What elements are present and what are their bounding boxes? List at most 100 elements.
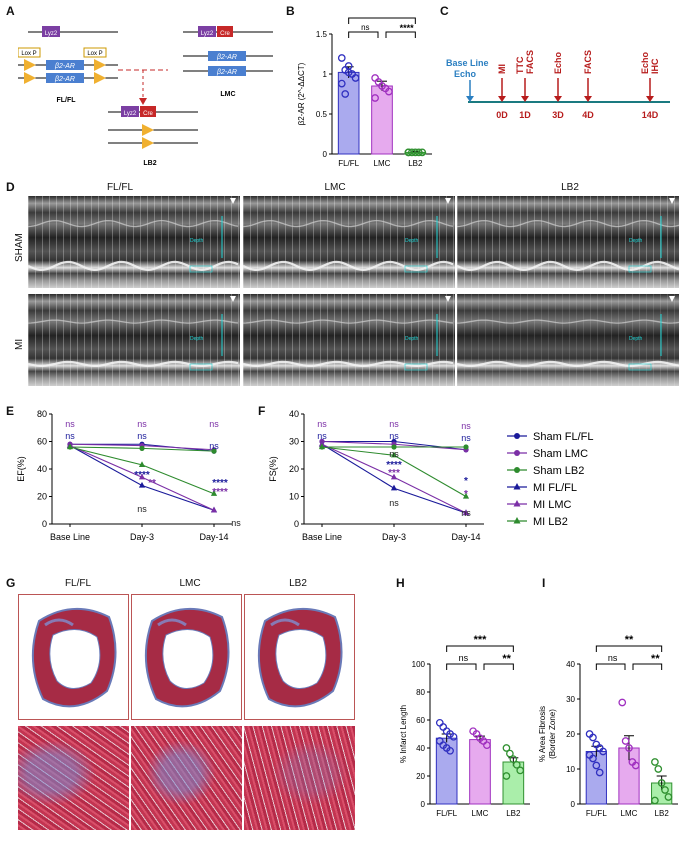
y-tick-label: 0: [571, 800, 576, 809]
sig-bracket-ns: [595, 663, 626, 670]
caliper-box: [404, 265, 428, 273]
data-point: [502, 772, 511, 780]
series-marker: [462, 509, 470, 516]
significance-label: ****: [212, 487, 228, 498]
y-axis-label: EF(%): [16, 456, 26, 482]
data-point: [664, 793, 673, 801]
sig-label-ns: ns: [608, 653, 618, 663]
y-tick-label: 20: [37, 492, 47, 502]
legend-label: MI LMC: [533, 499, 572, 511]
y-tick-label: 0: [294, 519, 299, 529]
echo-trace: Depth: [243, 296, 454, 371]
y-tick-label: 40: [416, 744, 425, 753]
loxp-label-left: Lox P: [21, 51, 36, 57]
data-point: [654, 765, 663, 773]
sig-label-right: **: [502, 653, 511, 665]
arrow-head-icon: [646, 96, 654, 102]
event-label-line: IHC: [650, 58, 660, 74]
ventricle-lumen: [275, 629, 327, 689]
cre-label: Cre: [220, 31, 230, 37]
lb2-allele: Lyz2 Cre LB2: [108, 106, 198, 167]
sig-label-right: ****: [400, 23, 415, 33]
septum-trace: [28, 219, 239, 228]
x-tick-label: LMC: [374, 159, 391, 168]
significance-label: ***: [388, 468, 400, 479]
echo-trace: Depth: [243, 198, 454, 273]
lmc-caption: LMC: [220, 91, 235, 98]
fibrosis-area: [157, 618, 187, 627]
series-marker: [514, 467, 520, 473]
chart-i: 0 10 20 30 40 % Area Fibrosis(Border Zone) FL/…: [538, 634, 678, 818]
septum-trace: [243, 219, 454, 228]
loxp-box-left: [18, 47, 41, 58]
septum-trace: [457, 219, 679, 228]
significance-label: *: [464, 476, 468, 487]
histo-col-lb2: LB2: [289, 578, 307, 589]
sig-label-ns: ns: [459, 653, 469, 663]
data-point: [509, 755, 518, 764]
caliper-label: Depth: [190, 336, 204, 342]
x-tick-label: LB2: [408, 159, 423, 168]
series-marker: [390, 473, 398, 480]
marker-icon: [230, 296, 236, 302]
event-label-line: Echo: [553, 51, 563, 74]
y-tick-label: 30: [566, 695, 575, 704]
histology-section-flfl: [18, 594, 129, 720]
wall-trace: [28, 360, 239, 368]
heart-section: [257, 607, 343, 708]
panel-label-f: F: [258, 404, 266, 418]
series-marker: [391, 444, 397, 450]
series-marker: [514, 433, 520, 439]
x-tick-label: Base Line: [302, 532, 342, 542]
y-tick-label: 40: [566, 660, 575, 669]
event-label-line: TTC: [515, 56, 525, 74]
ventricle-lumen: [162, 629, 214, 689]
significance-label: ns: [137, 431, 147, 441]
caliper-box: [189, 265, 213, 273]
event-label-line: FACS: [583, 50, 593, 74]
legend-label: Sham LB2: [533, 465, 584, 477]
significance-label: **: [148, 478, 156, 489]
data-point: [439, 723, 448, 731]
caliper-label: Depth: [405, 238, 419, 244]
legend: Sham FL/FL Sham LMC Sham LB2 MI FL/FL MI LMC…: [507, 431, 594, 528]
echo-trace: Depth: [28, 296, 239, 371]
data-point: [621, 737, 630, 745]
x-tick-label: Day-14: [199, 532, 228, 542]
bar-lmc: [469, 739, 491, 805]
x-tick-label: Day-3: [130, 532, 154, 542]
y-axis-label-line: (Border Zone): [548, 709, 557, 759]
lyz2-box: [42, 26, 60, 37]
b2ar-label: β2-AR: [54, 63, 75, 70]
sig-bracket-ns: [348, 31, 379, 38]
series-marker: [318, 443, 326, 450]
significance-label: ns: [137, 419, 147, 429]
wall-trace: [457, 360, 679, 368]
ventricle-lumen: [49, 629, 101, 689]
loxp-label-right: Lox P: [87, 51, 102, 57]
event-label: EchoIHC: [640, 51, 660, 74]
wall-trace: [28, 260, 239, 272]
panel-label-d: D: [6, 180, 15, 194]
y-tick-label: 40: [289, 409, 299, 419]
b2ar-label: β2-AR: [216, 54, 237, 61]
y-tick-label: 100: [412, 660, 426, 669]
marker-icon: [445, 296, 451, 302]
data-point: [595, 768, 604, 777]
wall-trace: [243, 360, 454, 368]
series-marker: [210, 490, 218, 496]
baseline-echo-label: Echo: [454, 69, 477, 79]
echo-image: Depth: [457, 196, 679, 288]
panel-label-h: H: [396, 576, 405, 590]
loxp-triangle: [94, 59, 106, 71]
echo-col-flfl: FL/FL: [106, 182, 134, 193]
data-point: [483, 741, 491, 750]
data-point: [599, 747, 607, 756]
cre-box: [217, 26, 233, 37]
bar-lb2: [502, 761, 525, 805]
y-tick-label: 10: [566, 765, 575, 774]
loxp-box-right: [83, 47, 107, 58]
significance-label: ****: [212, 478, 228, 489]
histology-section-lmc: [131, 594, 242, 720]
